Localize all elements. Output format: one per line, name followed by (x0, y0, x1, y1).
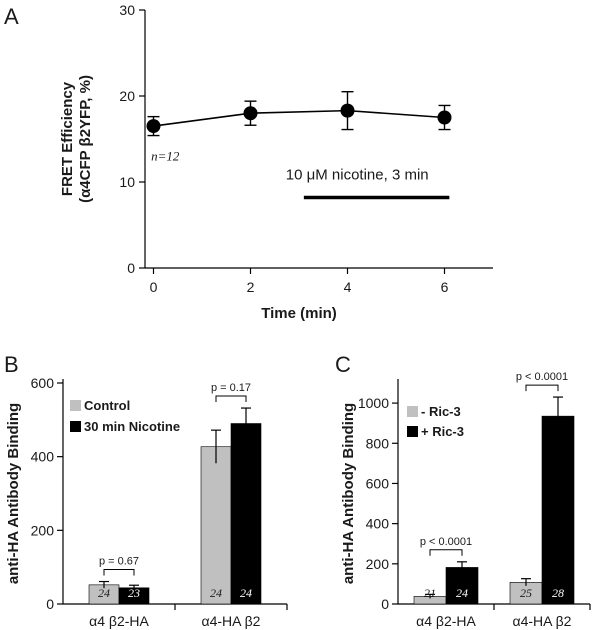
b-n-label-0-1: 23 (128, 586, 140, 600)
b-n-label-0-0: 24 (98, 586, 110, 600)
b-ylabel: anti-HA Antibody Binding (5, 403, 22, 584)
b-legend-nicotine: 30 min Nicotine (84, 419, 180, 434)
b-ytick-label-2: 400 (31, 449, 55, 465)
c-bar-1-1 (541, 415, 575, 605)
c-category-label-1: α4-HA β2 (513, 613, 572, 629)
panel-c: C anti-HA Antibody Binding 0 200 400 600 800… (335, 352, 591, 629)
c-pvalue-1: p < 0.0001 (516, 371, 568, 383)
c-n-label-0-0: 21 (424, 586, 436, 600)
a-ytick-label-3: 30 (119, 2, 135, 18)
panel-b-letter: B (4, 352, 19, 377)
b-category-label-0: α4 β2-HA (89, 613, 149, 629)
b-sig-bracket-0 (103, 569, 135, 576)
b-pvalue-0: p = 0.67 (99, 556, 139, 568)
a-ytick-label-1: 10 (119, 174, 135, 190)
panel-c-letter: C (335, 352, 351, 377)
b-plot: 0 200 400 600 α4 β2-HA 24 23 p = 0.67 α4-HA β2 24… (31, 375, 288, 629)
b-legend-swatch-nicotine (70, 421, 81, 432)
a-point-0 (146, 119, 161, 134)
c-n-label-0-1: 24 (456, 586, 468, 600)
a-ylabel-line1: FRET Efficiency (59, 81, 76, 196)
b-ytick-label-3: 600 (31, 375, 55, 391)
c-legend: - Ric-3 + Ric-3 (407, 404, 464, 439)
a-ylabel-line2: (α4CFP β2YFP, %) (77, 75, 94, 203)
c-n-label-1-1: 28 (552, 586, 564, 600)
a-series (146, 90, 452, 137)
panel-a-letter: A (4, 4, 19, 29)
panel-b: B anti-HA Antibody Binding 0 200 400 600 α4 … (4, 352, 288, 629)
b-n-label-1-1: 24 (240, 586, 252, 600)
c-legend-swatch-minus (407, 406, 418, 417)
b-n-label-1-0: 24 (210, 586, 222, 600)
c-n-label-1-0: 25 (520, 586, 532, 600)
b-ytick-label-0: 0 (46, 596, 54, 612)
c-legend-plus: + Ric-3 (421, 424, 464, 439)
c-ytick-label-1: 200 (366, 556, 390, 572)
a-xlabel: Time (min) (261, 305, 337, 322)
c-ytick-label-3: 600 (366, 475, 390, 491)
a-ytick-label-2: 20 (119, 88, 135, 104)
c-legend-swatch-plus (407, 426, 418, 437)
c-legend-minus: - Ric-3 (421, 404, 461, 419)
b-legend-control: Control (84, 398, 130, 413)
c-ytick-label-5: 1000 (358, 395, 389, 411)
b-ytick-label-1: 200 (31, 522, 55, 538)
a-point-2 (340, 103, 355, 118)
b-bar-1-1 (230, 423, 262, 605)
a-point-3 (437, 110, 452, 125)
a-n-label: n=12 (151, 149, 180, 164)
a-point-1 (243, 106, 258, 121)
b-category-label-1: α4-HA β2 (202, 613, 261, 629)
c-ylabel: anti-HA Antibody Binding (340, 403, 357, 584)
c-pvalue-0: p < 0.0001 (420, 536, 472, 548)
a-treatment-label: 10 μM nicotine, 3 min (286, 166, 429, 183)
a-xtick-label-2: 4 (344, 279, 352, 295)
c-ytick-label-4: 800 (366, 435, 390, 451)
b-legend: Control 30 min Nicotine (70, 398, 180, 434)
c-plot: 0 200 400 600 800 1000 α4 β2-HA 21 24 p < 0.0001 α… (358, 371, 591, 629)
b-bar-1-0 (200, 446, 232, 605)
panel-a: A 0 10 20 30 0 2 4 6 FRET Efficiency (α4CFP β2Y… (4, 2, 493, 322)
c-sig-bracket-0 (429, 549, 463, 556)
a-ytick-label-0: 0 (127, 260, 135, 276)
c-sig-bracket-1 (525, 384, 559, 392)
c-category-label-0: α4 β2-HA (416, 613, 476, 629)
a-xtick-label-1: 2 (247, 279, 255, 295)
b-pvalue-1: p = 0.17 (211, 382, 251, 394)
b-legend-swatch-control (70, 400, 81, 411)
c-ytick-label-2: 400 (366, 516, 390, 532)
b-sig-bracket-1 (215, 395, 247, 403)
a-series-line (153, 109, 445, 127)
a-ticks: 0 10 20 30 0 2 4 6 (119, 2, 448, 295)
c-ytick-label-0: 0 (381, 596, 389, 612)
a-xtick-label-3: 6 (441, 279, 449, 295)
a-xtick-label-0: 0 (150, 279, 158, 295)
